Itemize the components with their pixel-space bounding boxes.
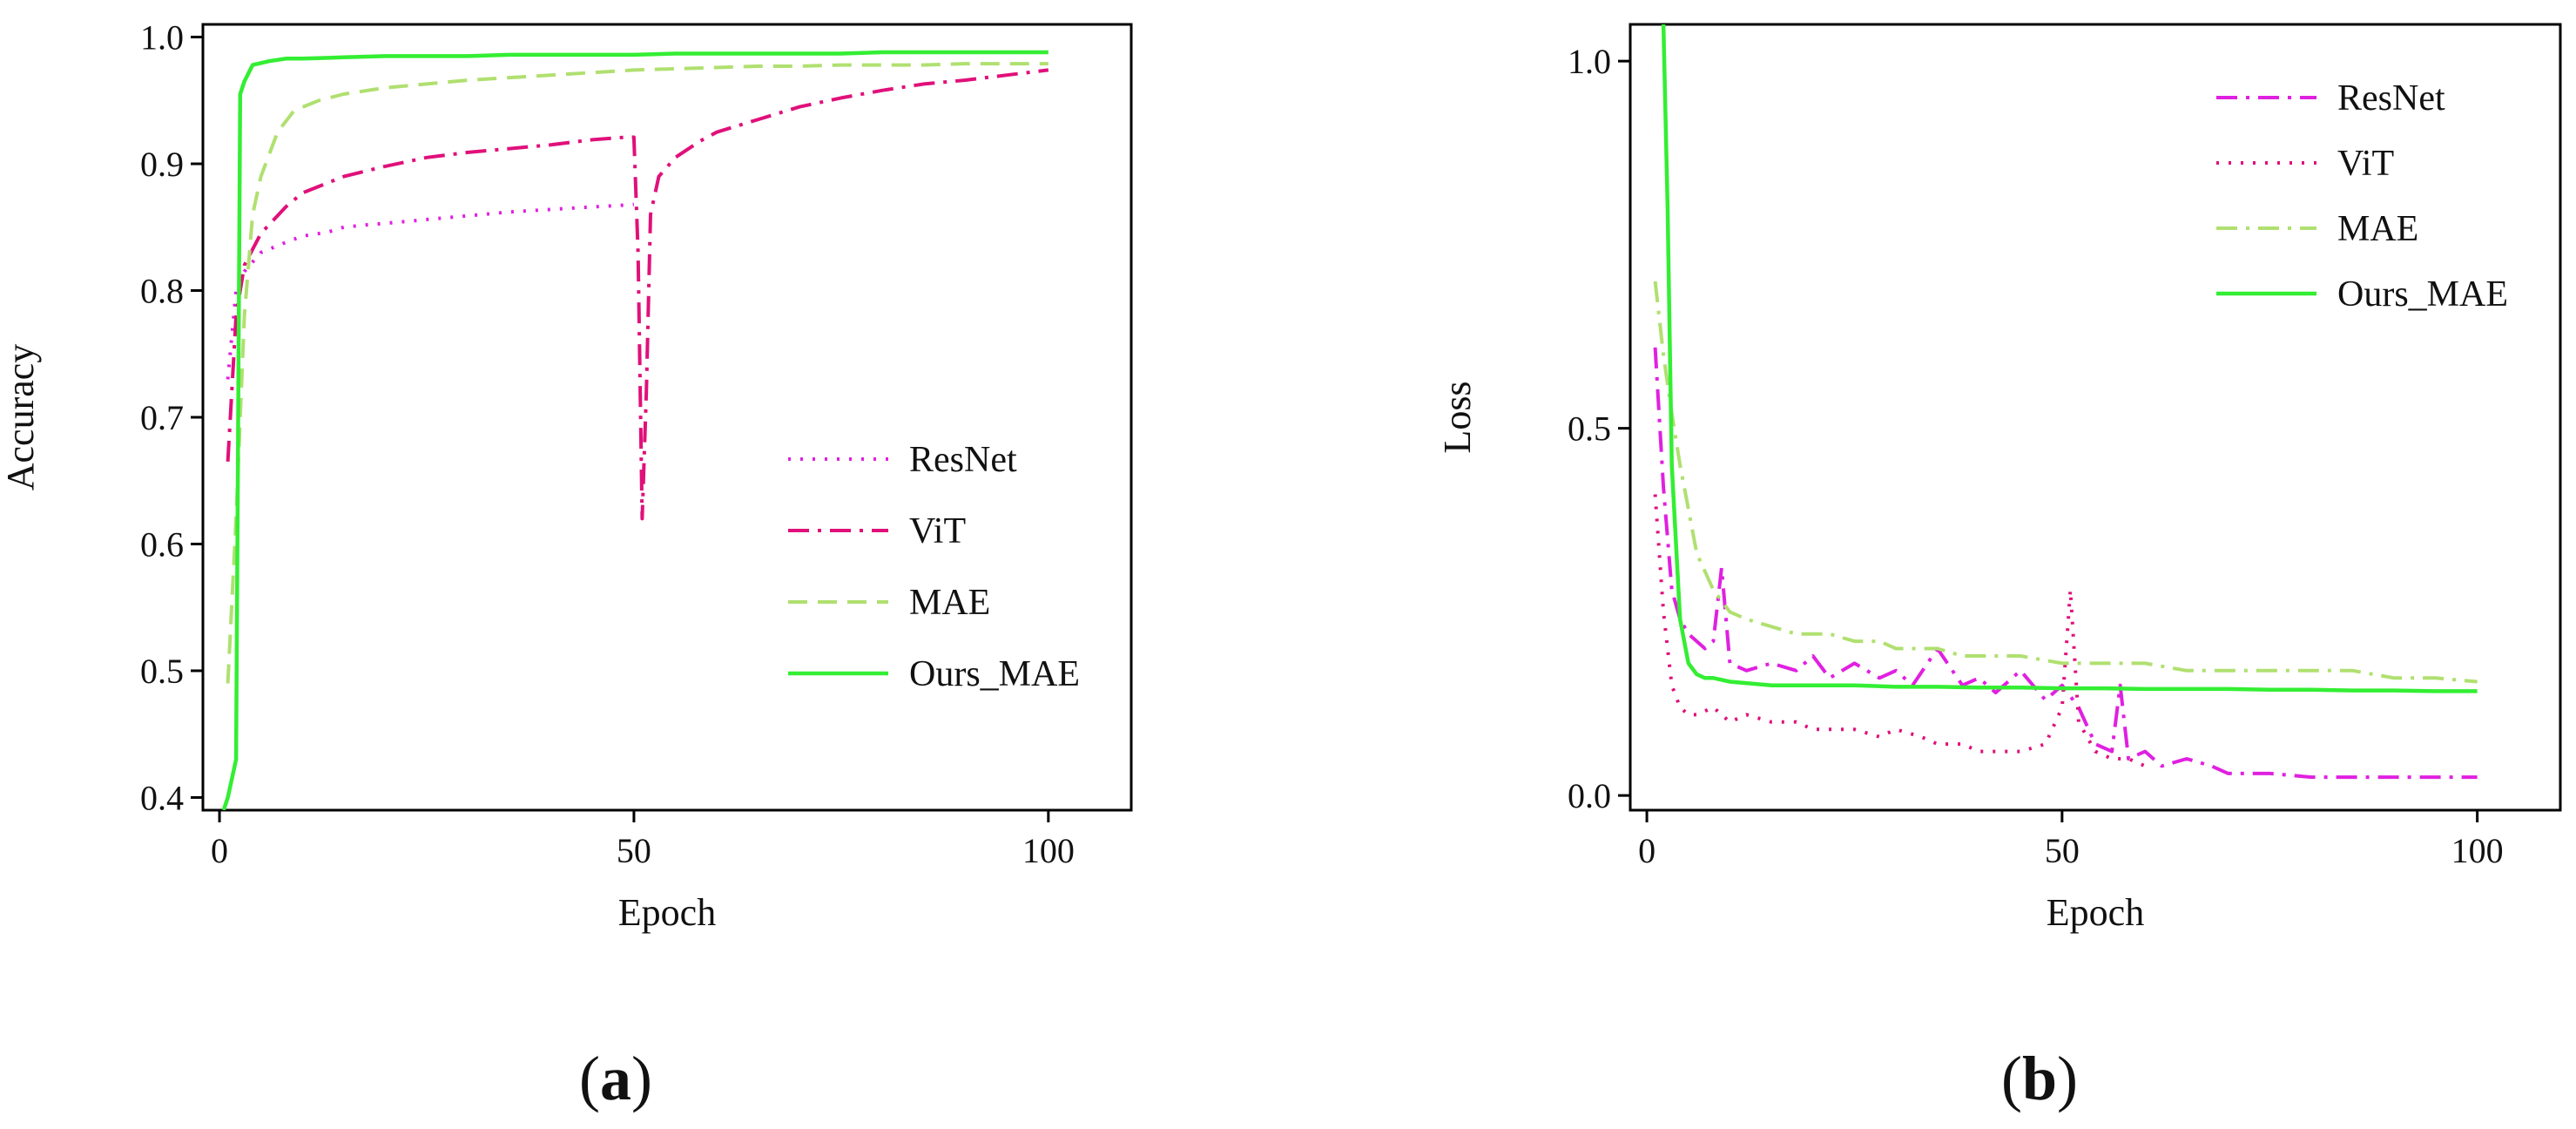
y-tick-label: 0.8 bbox=[140, 272, 184, 311]
legend-label-mae: MAE bbox=[2337, 209, 2418, 249]
series-line-ours bbox=[221, 50, 1049, 810]
y-tick-label: 0.0 bbox=[1568, 776, 1611, 815]
series-line-resnet bbox=[226, 202, 635, 380]
legend-label-ours: Ours_MAE bbox=[2337, 274, 2508, 314]
x-tick-label: 50 bbox=[617, 831, 651, 870]
series-line-resnet bbox=[1653, 347, 2478, 780]
x-tick-label: 0 bbox=[211, 831, 228, 870]
x-tick-label: 50 bbox=[2045, 831, 2080, 870]
y-tick-label: 0.5 bbox=[140, 652, 184, 691]
y-tick-label: 0.5 bbox=[1568, 409, 1611, 449]
x-tick-label: 100 bbox=[1022, 831, 1075, 870]
y-tick-label: 1.0 bbox=[140, 18, 184, 57]
series-line-mae bbox=[1653, 281, 2478, 684]
panel-label-letter: b bbox=[2022, 1044, 2057, 1113]
chart-panel-2: 0 50 100 0.0 0.5 1.0 Epoch Loss ResNet ViT MAE Ours… bbox=[1436, 23, 2562, 1113]
panel-label-close: ) bbox=[631, 1044, 652, 1113]
y-tick-label: 0.4 bbox=[140, 778, 184, 817]
y-tick-label: 0.7 bbox=[140, 398, 184, 437]
panel-label-open: ( bbox=[2001, 1044, 2022, 1113]
y-tick-label: 0.6 bbox=[140, 524, 184, 564]
y-axis-label: Accuracy bbox=[0, 344, 42, 491]
legend-label-ours: Ours_MAE bbox=[909, 654, 1080, 694]
legend-label-vit: ViT bbox=[2337, 144, 2394, 184]
series-line-vit bbox=[226, 68, 1049, 521]
y-axis-label: Loss bbox=[1436, 381, 1479, 453]
series-line-mae bbox=[226, 62, 1049, 684]
legend-label-vit: ViT bbox=[909, 511, 966, 551]
chart-panel-1: 0 50 100 0.4 0.5 0.6 0.7 0.8 0.9 1.0 Epoch Accuracy… bbox=[0, 18, 1133, 1113]
plot-frame bbox=[1629, 23, 2562, 812]
legend-label-resnet: ResNet bbox=[909, 440, 1017, 480]
series-line-ours bbox=[1661, 24, 2478, 693]
panel-label-open: ( bbox=[579, 1044, 600, 1113]
panel-label-close: ) bbox=[2057, 1044, 2078, 1113]
y-tick-label: 0.9 bbox=[140, 145, 184, 184]
legend-label-mae: MAE bbox=[909, 583, 990, 623]
x-axis-label: Epoch bbox=[618, 891, 716, 934]
series-line-vit bbox=[1653, 494, 2147, 768]
panel-label-letter: a bbox=[600, 1044, 631, 1113]
legend-label-resnet: ResNet bbox=[2337, 78, 2445, 118]
y-tick-label: 1.0 bbox=[1568, 42, 1611, 81]
legend: ResNet ViT MAE Ours_MAE bbox=[2216, 78, 2508, 314]
x-tick-label: 100 bbox=[2451, 831, 2504, 870]
x-axis-label: Epoch bbox=[2047, 891, 2144, 934]
legend: ResNet ViT MAE Ours_MAE bbox=[788, 440, 1080, 694]
panel-label: (a) bbox=[579, 1044, 652, 1113]
panel-label: (b) bbox=[2001, 1044, 2078, 1113]
x-tick-label: 0 bbox=[1638, 831, 1656, 870]
